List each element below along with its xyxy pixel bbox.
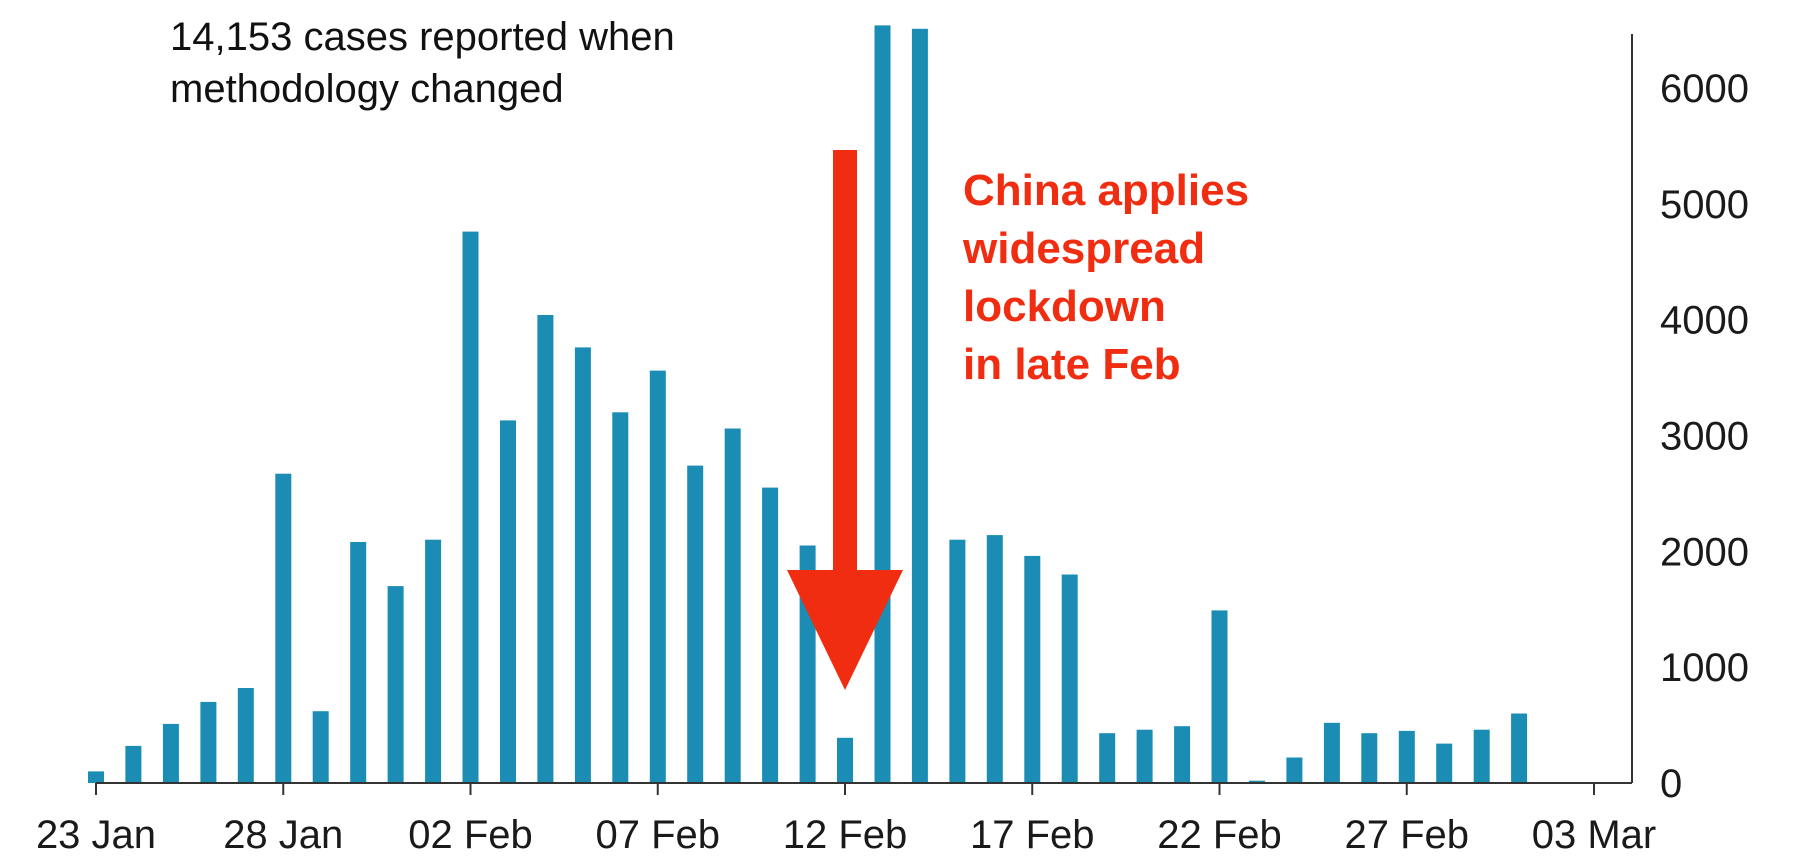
bar-23-jan	[88, 771, 104, 783]
bar-01-mar	[1511, 713, 1528, 783]
x-tick-label: 28 Jan	[223, 813, 343, 857]
bar-07-feb	[649, 370, 666, 783]
arrow-head	[787, 570, 903, 690]
arrow-shaft	[833, 150, 857, 590]
bar-24-jan	[125, 745, 142, 783]
bar-20-feb	[1136, 729, 1153, 783]
bar-06-feb	[612, 412, 629, 783]
bar-29-feb	[1473, 729, 1490, 783]
annotation-lockdown-line: China applies	[963, 166, 1249, 215]
y-tick-label: 4000	[1660, 299, 1749, 343]
bar-17-feb	[1024, 555, 1041, 783]
x-tick-label: 07 Feb	[595, 813, 720, 857]
bar-13-feb	[874, 25, 891, 783]
bar-08-feb	[687, 465, 704, 783]
annotation-methodology-line: 14,153 cases reported when	[170, 15, 675, 59]
bar-01-feb	[425, 539, 442, 783]
bar-03-feb	[500, 420, 516, 783]
bar-24-feb	[1286, 757, 1303, 783]
x-tick-label: 23 Jan	[36, 813, 156, 857]
bar-12-feb	[837, 737, 853, 783]
bars-group	[88, 25, 1528, 784]
bar-09-feb	[724, 428, 741, 783]
annotation-lockdown-line: widespread	[962, 224, 1205, 273]
x-tick-label: 17 Feb	[970, 813, 1095, 857]
bar-05-feb	[574, 347, 591, 783]
bar-27-jan	[237, 688, 254, 783]
bar-22-feb	[1211, 610, 1228, 783]
y-tick-label: 2000	[1660, 530, 1749, 574]
bar-15-feb	[949, 539, 966, 783]
annotation-lockdown-line: in late Feb	[963, 340, 1181, 389]
bar-19-feb	[1099, 733, 1116, 783]
bar-30-jan	[350, 542, 367, 783]
bar-23-feb	[1249, 780, 1265, 783]
bar-27-feb	[1398, 730, 1415, 783]
y-tick-label: 3000	[1660, 415, 1749, 459]
x-tick-label: 03 Mar	[1532, 813, 1657, 857]
bar-26-jan	[200, 701, 217, 783]
annotation-lockdown: China applies widespread lockdown in lat…	[962, 166, 1261, 389]
y-tick-label: 1000	[1660, 646, 1749, 690]
bar-14-feb	[911, 28, 928, 784]
bar-10-feb	[762, 487, 779, 783]
bar-25-feb	[1323, 722, 1340, 783]
annotation-methodology-line: methodology changed	[170, 67, 564, 111]
bar-02-feb	[462, 231, 479, 784]
bar-16-feb	[986, 535, 1003, 783]
x-tick-label: 27 Feb	[1344, 813, 1469, 857]
bar-31-jan	[387, 586, 404, 783]
bar-28-jan	[275, 473, 292, 783]
bar-25-jan	[162, 723, 179, 783]
y-tick-label: 5000	[1660, 183, 1749, 227]
x-tick-label: 02 Feb	[408, 813, 533, 857]
bar-21-feb	[1174, 726, 1191, 783]
lockdown-arrow	[787, 150, 903, 690]
y-axis: 0 1000 2000 3000 4000 5000 6000	[1631, 34, 1749, 806]
bar-18-feb	[1061, 574, 1078, 783]
bar-29-jan	[312, 711, 329, 783]
x-axis: 23 Jan 28 Jan 02 Feb 07 Feb 12 Feb 17 Feb 22 F…	[36, 782, 1657, 857]
bar-04-feb	[537, 315, 554, 783]
bar-28-feb	[1436, 743, 1453, 783]
bar-26-feb	[1361, 733, 1378, 783]
annotation-lockdown-line: lockdown	[963, 282, 1166, 331]
y-tick-label: 6000	[1660, 67, 1749, 111]
x-tick-label: 12 Feb	[783, 813, 908, 857]
annotation-methodology: 14,153 cases reported when methodology c…	[170, 15, 686, 111]
y-tick-label: 0	[1660, 762, 1682, 806]
x-tick-label: 22 Feb	[1157, 813, 1282, 857]
